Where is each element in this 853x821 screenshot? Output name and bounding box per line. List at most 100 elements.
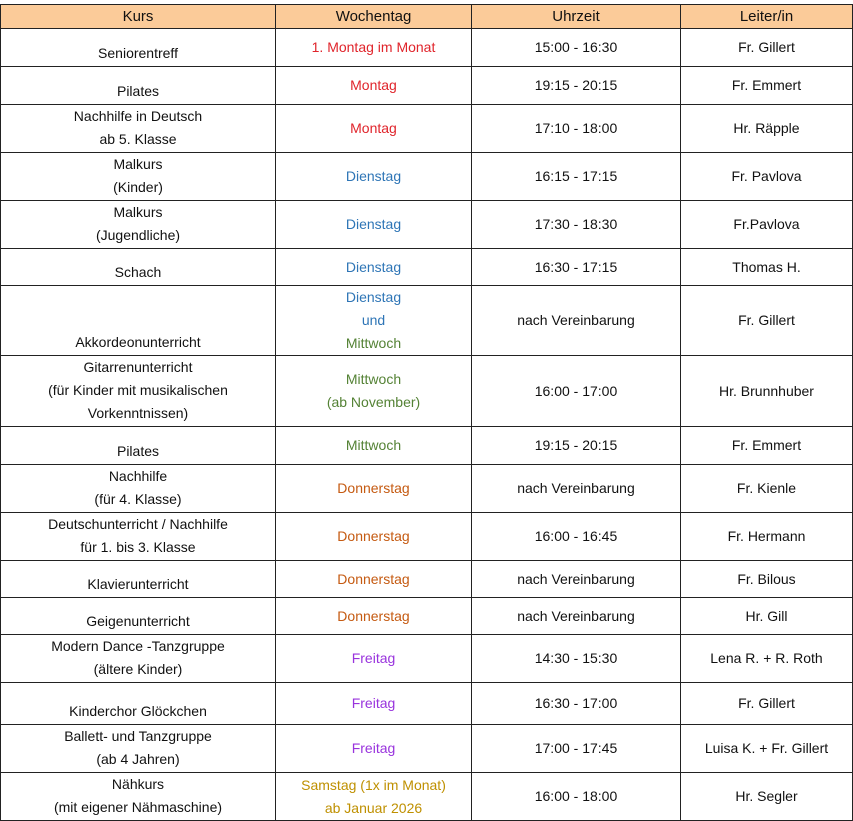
wochentag-cell: Montag xyxy=(275,104,472,153)
kurs-cell: Pilates xyxy=(0,66,276,105)
uhrzeit-cell: 16:00 - 18:00 xyxy=(471,772,681,821)
leiter-cell: Lena R. + R. Roth xyxy=(680,634,853,683)
wochentag-text: Donnerstag xyxy=(337,607,410,624)
table-row: Geigenunterricht Donnerstag nach Vereinbar… xyxy=(0,597,853,635)
table-row: Klavierunterricht Donnerstag nach Vereinba… xyxy=(0,560,853,598)
kurs-text: (für Kinder mit musikalischen xyxy=(48,382,228,398)
table-row: Malkurs (Jugendliche) Dienstag 17:30 - 18:3… xyxy=(0,200,853,249)
table-row: Seniorentreff 1. Montag im Monat 15:00 - 1… xyxy=(0,28,853,67)
uhrzeit-cell: 17:00 - 17:45 xyxy=(471,724,681,773)
wochentag-text: Donnerstag xyxy=(337,480,410,496)
wochentag-text: Donnerstag xyxy=(337,528,410,544)
leiter-cell: Fr. Gillert xyxy=(680,682,853,725)
wochentag-cell: Dienstag xyxy=(275,200,472,249)
leiter-cell: Hr. Gill xyxy=(680,597,853,635)
wochentag-cell: Donnerstag xyxy=(275,560,472,598)
wochentag-text: Freitag xyxy=(351,695,396,711)
kurs-text: Geigenunterricht xyxy=(86,613,190,629)
kurs-cell: Deutschunterricht / Nachhilfe für 1. bis … xyxy=(0,512,276,561)
wochentag-cell: 1. Montag im Monat xyxy=(275,28,472,67)
kurs-text: Schach xyxy=(114,264,162,280)
wochentag-text: und xyxy=(361,312,386,328)
table-row: Gitarrenunterricht (für Kinder mit musika… xyxy=(0,355,853,427)
kurs-cell: Seniorentreff xyxy=(0,28,276,67)
uhrzeit-cell: 19:15 - 20:15 xyxy=(471,66,681,105)
kurs-cell: Nachhilfe in Deutsch ab 5. Klasse xyxy=(0,104,276,153)
leiter-cell: Fr. Emmert xyxy=(680,426,853,465)
wochentag-text: Dienstag xyxy=(345,289,402,305)
kurs-cell: Malkurs (Jugendliche) xyxy=(0,200,276,249)
uhrzeit-cell: 14:30 - 15:30 xyxy=(471,634,681,683)
table-row: Akkordeonunterricht Dienstag und Mittwoch na… xyxy=(0,285,853,356)
header-wochentag: Wochentag xyxy=(275,4,472,29)
kurs-text: (ältere Kinder) xyxy=(93,661,183,677)
kurs-text: Pilates xyxy=(116,443,160,459)
header-uhrzeit: Uhrzeit xyxy=(471,4,681,29)
leiter-cell: Hr. Brunnhuber xyxy=(680,355,853,427)
leiter-cell: Hr. Räpple xyxy=(680,104,853,153)
course-schedule-table: Kurs Wochentag Uhrzeit Leiter/in Seniore… xyxy=(0,4,853,821)
wochentag-text: Mittwoch xyxy=(345,437,402,453)
kurs-cell: Akkordeonunterricht xyxy=(0,285,276,356)
wochentag-cell: Samstag (1x im Monat) ab Januar 2026 xyxy=(275,772,472,821)
kurs-cell: Malkurs (Kinder) xyxy=(0,152,276,201)
kurs-text: Vorkenntnissen) xyxy=(87,405,189,421)
table-row: Deutschunterricht / Nachhilfe für 1. bis … xyxy=(0,512,853,561)
wochentag-cell: Montag xyxy=(275,66,472,105)
kurs-text: Seniorentreff xyxy=(98,45,178,61)
kurs-cell: Nachhilfe (für 4. Klasse) xyxy=(0,464,276,513)
wochentag-text: Montag xyxy=(350,77,397,93)
wochentag-text: Freitag xyxy=(351,740,396,756)
wochentag-text: Dienstag xyxy=(345,168,402,184)
wochentag-text: Freitag xyxy=(351,650,396,666)
wochentag-text: Dienstag xyxy=(345,258,402,275)
wochentag-cell: Donnerstag xyxy=(275,597,472,635)
kurs-text: Pilates xyxy=(116,83,160,99)
kurs-text: Kinderchor Glöckchen xyxy=(69,703,207,719)
leiter-cell: Luisa K. + Fr. Gillert xyxy=(680,724,853,773)
table-row: Kinderchor Glöckchen Freitag 16:30 - 17:00… xyxy=(0,682,853,725)
kurs-cell: Nähkurs (mit eigener Nähmaschine) xyxy=(0,772,276,821)
leiter-cell: Thomas H. xyxy=(680,248,853,286)
wochentag-cell: Donnerstag xyxy=(275,464,472,513)
leiter-cell: Fr. Gillert xyxy=(680,28,853,67)
leiter-cell: Fr. Hermann xyxy=(680,512,853,561)
kurs-cell: Pilates xyxy=(0,426,276,465)
uhrzeit-cell: nach Vereinbarung xyxy=(471,597,681,635)
wochentag-text: Donnerstag xyxy=(337,570,410,587)
kurs-cell: Gitarrenunterricht (für Kinder mit musika… xyxy=(0,355,276,427)
uhrzeit-cell: 16:00 - 17:00 xyxy=(471,355,681,427)
kurs-cell: Modern Dance -Tanzgruppe (ältere Kinder) xyxy=(0,634,276,683)
uhrzeit-cell: nach Vereinbarung xyxy=(471,285,681,356)
kurs-text: Nachhilfe in Deutsch xyxy=(73,108,203,124)
leiter-cell: Fr. Emmert xyxy=(680,66,853,105)
uhrzeit-cell: 16:15 - 17:15 xyxy=(471,152,681,201)
wochentag-cell: Dienstag xyxy=(275,248,472,286)
kurs-text: Gitarrenunterricht xyxy=(83,359,193,375)
table-row: Nähkurs (mit eigener Nähmaschine) Samstag … xyxy=(0,772,853,821)
kurs-text: (ab 4 Jahren) xyxy=(96,751,180,767)
kurs-text: Modern Dance -Tanzgruppe xyxy=(51,638,225,654)
leiter-cell: Fr. Kienle xyxy=(680,464,853,513)
wochentag-text: Montag xyxy=(350,120,397,136)
header-leiter: Leiter/in xyxy=(680,4,853,29)
kurs-cell: Ballett- und Tanzgruppe (ab 4 Jahren) xyxy=(0,724,276,773)
uhrzeit-cell: 17:10 - 18:00 xyxy=(471,104,681,153)
kurs-cell: Schach xyxy=(0,248,276,286)
kurs-text: (für 4. Klasse) xyxy=(94,491,182,507)
uhrzeit-cell: 17:30 - 18:30 xyxy=(471,200,681,249)
table-row: Ballett- und Tanzgruppe (ab 4 Jahren) Frei… xyxy=(0,724,853,773)
kurs-text: Ballett- und Tanzgruppe xyxy=(64,728,212,744)
uhrzeit-cell: 16:00 - 16:45 xyxy=(471,512,681,561)
wochentag-cell: Dienstag und Mittwoch xyxy=(275,285,472,356)
uhrzeit-cell: nach Vereinbarung xyxy=(471,560,681,598)
header-kurs: Kurs xyxy=(0,4,276,29)
wochentag-cell: Freitag xyxy=(275,724,472,773)
wochentag-cell: Mittwoch (ab November) xyxy=(275,355,472,427)
uhrzeit-cell: 19:15 - 20:15 xyxy=(471,426,681,465)
leiter-cell: Fr. Pavlova xyxy=(680,152,853,201)
kurs-text: Nachhilfe xyxy=(108,468,168,484)
kurs-text: (mit eigener Nähmaschine) xyxy=(53,799,223,815)
kurs-cell: Klavierunterricht xyxy=(0,560,276,598)
leiter-cell: Fr. Gillert xyxy=(680,285,853,356)
